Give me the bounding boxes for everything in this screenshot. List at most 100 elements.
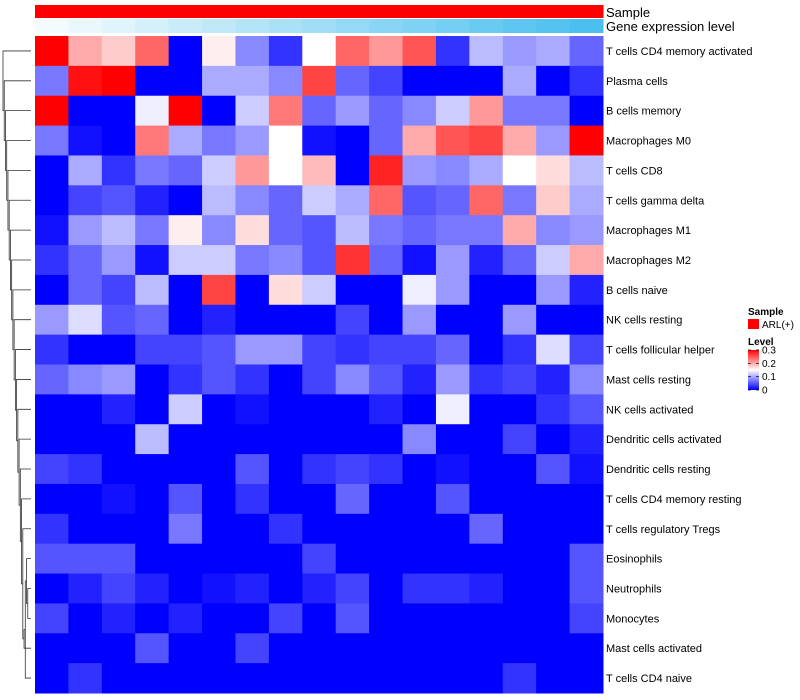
heatmap-cell bbox=[35, 454, 69, 485]
heatmap-cell bbox=[268, 215, 303, 246]
row-label: Macrophages M1 bbox=[606, 225, 691, 237]
heatmap-cell bbox=[402, 394, 437, 425]
heatmap-cell bbox=[435, 95, 470, 127]
heatmap-cell bbox=[135, 36, 170, 67]
heatmap-cell bbox=[202, 603, 236, 634]
heatmap-cell bbox=[435, 304, 470, 336]
gene-expression-cell bbox=[369, 19, 404, 33]
heatmap-cell bbox=[569, 633, 604, 664]
legend-tick-label: 0.1 bbox=[762, 372, 776, 383]
heatmap-cell bbox=[35, 364, 69, 395]
heatmap-cell bbox=[536, 215, 571, 246]
gene-expression-cell bbox=[168, 19, 203, 33]
heatmap-cell bbox=[268, 304, 303, 336]
heatmap-cell bbox=[302, 334, 337, 365]
heatmap-cell bbox=[369, 424, 404, 455]
heatmap-cell bbox=[168, 125, 203, 156]
gene-expression-cell bbox=[68, 19, 103, 33]
heatmap-cell bbox=[369, 394, 404, 425]
heatmap-cell bbox=[68, 364, 103, 395]
heatmap-cell bbox=[168, 185, 203, 216]
row-label: Dendritic cells resting bbox=[606, 464, 711, 476]
heatmap-cell bbox=[135, 65, 170, 97]
heatmap-cell bbox=[369, 633, 404, 664]
heatmap-cell bbox=[369, 663, 404, 694]
gene-expression-cell bbox=[536, 19, 571, 33]
heatmap-cell bbox=[502, 185, 537, 216]
heatmap-cell bbox=[101, 274, 136, 306]
heatmap-cell bbox=[168, 603, 203, 634]
heatmap-cell bbox=[101, 454, 136, 485]
heatmap-cell bbox=[469, 215, 504, 246]
heatmap-cell bbox=[235, 633, 270, 664]
heatmap-cell bbox=[135, 394, 170, 425]
heatmap-cell bbox=[335, 573, 370, 604]
heatmap-cell bbox=[369, 513, 404, 545]
heatmap-cell bbox=[469, 543, 504, 575]
heatmap-cell bbox=[168, 394, 203, 425]
heatmap-cell bbox=[402, 603, 437, 634]
heatmap-cell bbox=[402, 513, 437, 545]
heatmap-cell bbox=[536, 573, 571, 604]
heatmap-cell bbox=[235, 603, 270, 634]
heatmap-cell bbox=[101, 633, 136, 664]
heatmap-cell bbox=[68, 304, 103, 336]
heatmap-cell bbox=[68, 95, 103, 127]
heatmap-cell bbox=[469, 125, 504, 156]
sample-annotation-cell bbox=[335, 5, 370, 18]
sample-annotation-cell bbox=[569, 5, 604, 18]
heatmap-cell bbox=[168, 364, 203, 395]
heatmap-cell bbox=[369, 364, 404, 395]
heatmap-cell bbox=[302, 185, 337, 216]
heatmap-cell bbox=[68, 185, 103, 216]
heatmap-cell bbox=[235, 394, 270, 425]
heatmap-cell bbox=[268, 125, 303, 156]
heatmap-cell bbox=[135, 364, 170, 395]
heatmap-cell bbox=[402, 36, 437, 67]
heatmap-cell bbox=[101, 185, 136, 216]
heatmap-cell bbox=[369, 155, 404, 186]
heatmap-cell bbox=[101, 95, 136, 127]
heatmap-cell bbox=[569, 304, 604, 336]
heatmap-cell bbox=[68, 573, 103, 604]
heatmap-cell bbox=[335, 603, 370, 634]
row-label: Monocytes bbox=[606, 613, 660, 625]
gene-expression-cell bbox=[35, 19, 69, 33]
dendrogram-branch bbox=[3, 80, 31, 141]
heatmap-cell bbox=[202, 334, 236, 365]
legend-tick-label: 0 bbox=[762, 386, 768, 397]
heatmap-cell bbox=[502, 215, 537, 246]
heatmap-cell bbox=[335, 334, 370, 365]
heatmap-cell bbox=[402, 274, 437, 306]
heatmap-cell bbox=[168, 95, 203, 127]
legend-tick-label: 0.2 bbox=[762, 359, 776, 370]
gene-expression-cell bbox=[435, 19, 470, 33]
heatmap-cell bbox=[335, 125, 370, 156]
heatmap-cell bbox=[268, 543, 303, 575]
heatmap-cell bbox=[202, 633, 236, 664]
sample-annotation-cell bbox=[402, 5, 437, 18]
heatmap-cell bbox=[469, 483, 504, 515]
heatmap-cell bbox=[402, 185, 437, 216]
heatmap-cell bbox=[435, 274, 470, 306]
gene-expression-cell bbox=[569, 19, 604, 33]
heatmap-cell bbox=[35, 185, 69, 216]
heatmap-cell bbox=[35, 424, 69, 455]
legend-tick-label: 0.3 bbox=[762, 346, 776, 357]
heatmap-cell bbox=[135, 513, 170, 545]
heatmap-cell bbox=[402, 573, 437, 604]
heatmap-cell bbox=[101, 424, 136, 455]
sample-annotation-cell bbox=[168, 5, 203, 18]
dendrogram-branch bbox=[14, 349, 31, 411]
heatmap-cell bbox=[536, 633, 571, 664]
heatmap-cell bbox=[202, 36, 236, 67]
heatmap-cell bbox=[101, 394, 136, 425]
row-label: B cells naive bbox=[606, 285, 668, 297]
heatmap-cell bbox=[202, 125, 236, 156]
heatmap-cell bbox=[35, 95, 69, 127]
heatmap-cell bbox=[35, 155, 69, 186]
heatmap-cell bbox=[202, 65, 236, 97]
heatmap-cell bbox=[569, 274, 604, 306]
heatmap-cell bbox=[268, 245, 303, 276]
heatmap-cell bbox=[335, 454, 370, 485]
